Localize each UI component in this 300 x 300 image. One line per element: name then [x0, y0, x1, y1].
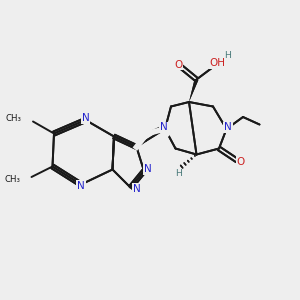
Text: N: N — [77, 181, 85, 191]
Text: H: H — [225, 51, 231, 60]
Text: N: N — [82, 113, 89, 123]
Text: N: N — [77, 181, 85, 191]
Text: N: N — [144, 164, 152, 175]
Text: OH: OH — [209, 58, 226, 68]
Text: O: O — [236, 157, 245, 167]
Polygon shape — [189, 79, 198, 102]
Text: H: H — [225, 51, 231, 60]
Text: N: N — [133, 184, 140, 194]
Text: O: O — [236, 157, 245, 167]
Text: N: N — [160, 122, 167, 133]
Text: O: O — [174, 59, 183, 70]
Text: CH₃: CH₃ — [6, 114, 22, 123]
Text: N: N — [224, 122, 232, 133]
Text: N: N — [224, 122, 232, 133]
Text: H: H — [175, 169, 182, 178]
Text: N: N — [144, 164, 152, 175]
Text: CH₃: CH₃ — [4, 176, 20, 184]
Text: CH₃: CH₃ — [4, 176, 20, 184]
Text: OH: OH — [209, 58, 226, 68]
Text: N: N — [133, 184, 140, 194]
Polygon shape — [189, 79, 198, 102]
Text: CH₃: CH₃ — [6, 114, 22, 123]
Text: N: N — [82, 113, 89, 123]
Text: H: H — [175, 169, 182, 178]
Text: O: O — [174, 59, 183, 70]
Text: N: N — [160, 122, 167, 133]
